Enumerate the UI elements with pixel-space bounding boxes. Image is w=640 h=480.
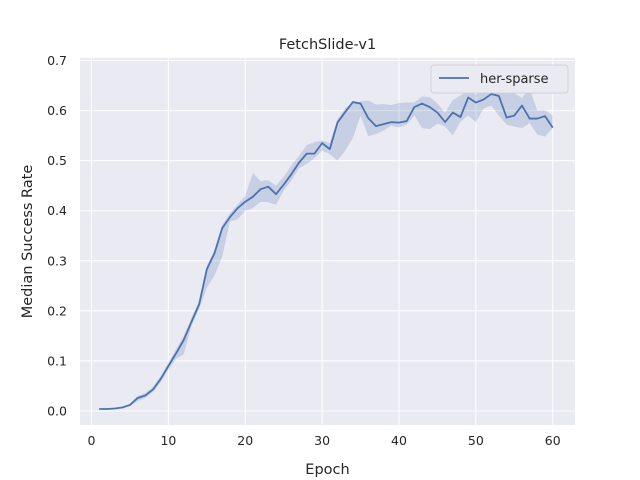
series-lines (99, 93, 554, 410)
y-tick-label: 0.2 (47, 303, 67, 318)
legend: her-sparse (430, 64, 569, 94)
x-tick-label: 50 (468, 433, 484, 448)
y-tick-label: 0.0 (47, 403, 67, 418)
grid-lines (80, 58, 575, 425)
legend-label-her-sparse: her-sparse (480, 72, 549, 87)
series-band-her-sparse (99, 88, 553, 410)
y-tick-label: 0.5 (47, 153, 67, 168)
x-tick-label: 40 (391, 433, 407, 448)
y-tick-label: 0.3 (47, 253, 67, 268)
confidence-band (99, 88, 553, 410)
x-axis-label: Epoch (305, 462, 349, 478)
x-tick-labels: 0 10 20 30 40 50 60 (88, 433, 561, 448)
y-tick-label: 0.6 (47, 103, 67, 118)
y-tick-label: 0.7 (47, 53, 67, 68)
x-tick-label: 20 (237, 433, 253, 448)
legend-box (430, 64, 569, 94)
y-tick-label: 0.1 (47, 353, 67, 368)
x-tick-label: 10 (160, 433, 176, 448)
x-tick-label: 30 (314, 433, 330, 448)
x-tick-label: 60 (545, 433, 561, 448)
x-tick-label: 0 (88, 433, 96, 448)
y-tick-labels: 0.0 0.1 0.2 0.3 0.4 0.5 0.6 0.7 (47, 53, 67, 418)
y-tick-label: 0.4 (47, 203, 67, 218)
y-axis-label: Median Success Rate (20, 165, 36, 319)
plot-background (80, 58, 575, 425)
chart-title: FetchSlide-v1 (279, 37, 376, 53)
series-line-her-sparse (99, 93, 554, 410)
